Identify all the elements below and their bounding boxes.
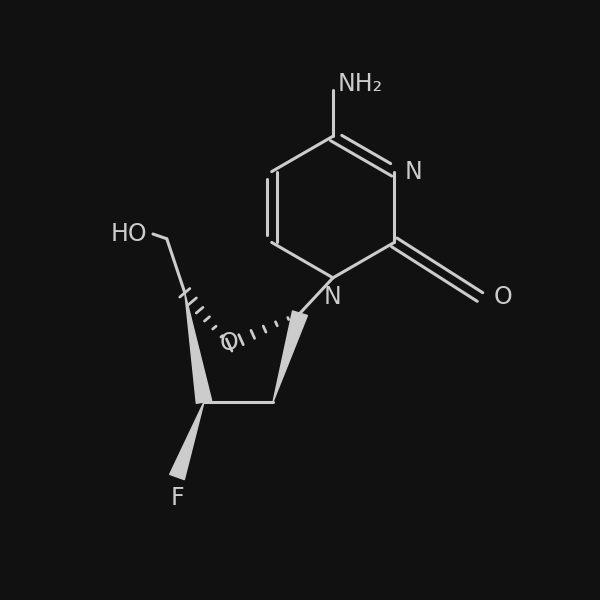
Text: HO: HO	[110, 222, 148, 246]
Text: O: O	[220, 331, 239, 355]
Text: N: N	[404, 160, 422, 184]
Text: NH₂: NH₂	[337, 72, 383, 96]
Text: N: N	[324, 285, 342, 309]
Polygon shape	[170, 402, 204, 479]
Polygon shape	[273, 311, 307, 402]
Text: O: O	[493, 285, 512, 309]
Polygon shape	[185, 293, 212, 403]
Text: F: F	[170, 486, 184, 510]
